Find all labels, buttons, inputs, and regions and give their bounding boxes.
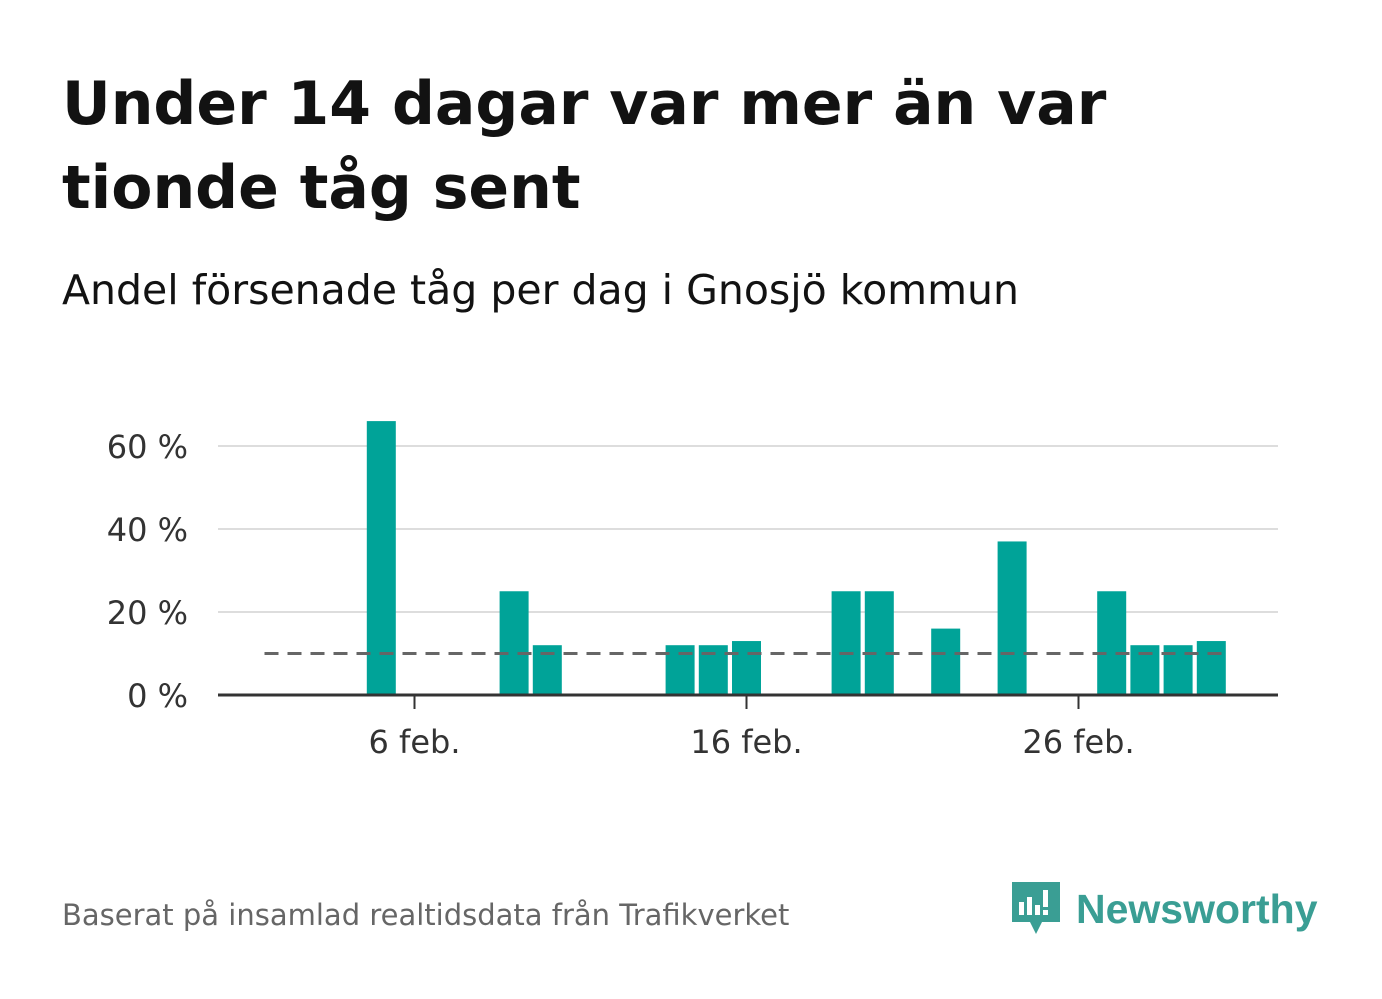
bar [997,541,1027,695]
bar [499,591,529,695]
x-tick-label: 16 feb. [690,723,802,761]
chart-subtitle: Andel försenade tåg per dag i Gnosjö kom… [62,266,1020,314]
x-tick-label: 26 feb. [1022,723,1134,761]
newsworthy-logo: Newsworthy [1010,877,1318,941]
newsworthy-logo-icon [1012,882,1060,934]
bar [931,628,961,695]
bar [1196,641,1226,695]
brand-name: Newsworthy [1076,885,1318,932]
chart-title: Under 14 dagar var mer än var tionde tåg… [62,69,1107,223]
bar [1097,591,1127,695]
axes: 0 % 20 % 40 % 60 % 6 feb. 16 feb. 26 feb. [107,428,1278,761]
x-tick-label: 6 feb. [369,723,461,761]
bar [864,591,894,695]
bar [366,421,396,695]
y-tick-label: 40 % [107,511,188,549]
y-tick-label: 0 % [127,677,188,715]
bar [732,641,761,695]
source-note: Baserat på insamlad realtidsdata från Tr… [62,898,790,932]
y-tick-label: 20 % [107,594,188,632]
y-tick-label: 60 % [107,428,188,466]
bars [366,421,1226,695]
bar [831,591,861,695]
bar-chart: 0 % 20 % 40 % 60 % 6 feb. 16 feb. 26 feb. [107,421,1278,761]
